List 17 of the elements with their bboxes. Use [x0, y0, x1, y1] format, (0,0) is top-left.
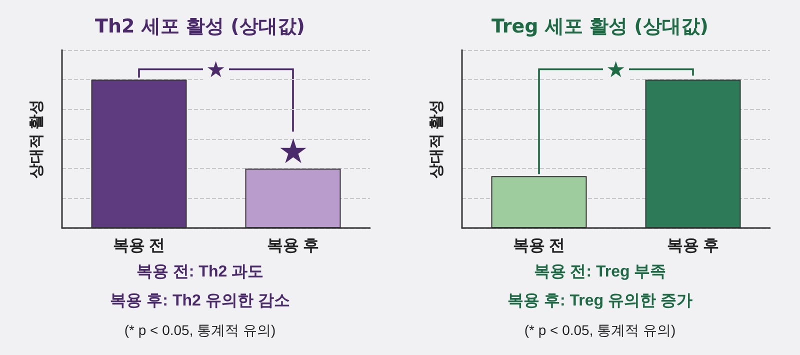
text: 복용 후: Treg 유의한 증가: [508, 292, 692, 310]
text: (* p < 0.05, 통계적 유의): [524, 322, 676, 338]
text: 복용 전: Treg 부족: [534, 264, 666, 280]
x-tick-label: 복용 전: [512, 238, 566, 254]
y-axis-title: 상대적 활성: [28, 99, 45, 179]
annotation: ★: [606, 56, 626, 82]
x-tick-label: 복용 후: [266, 238, 320, 254]
x-tick-label: 복용 후: [666, 238, 720, 254]
annotation: ★: [206, 56, 226, 82]
x-tick-label: 복용 전: [112, 238, 166, 254]
y-axis-title: 상대적 활성: [428, 99, 445, 179]
text: 복용 전: Th2 과도: [136, 264, 264, 280]
text: 복용 후: Th2 유의한 감소: [110, 292, 290, 310]
chart-title: Th2 세포 활성 (상대값): [95, 16, 305, 38]
annotation: ★: [278, 133, 308, 172]
chart-title: Treg 세포 활성 (상대값): [492, 16, 708, 38]
text: (* p < 0.05, 통계적 유의): [124, 322, 276, 338]
